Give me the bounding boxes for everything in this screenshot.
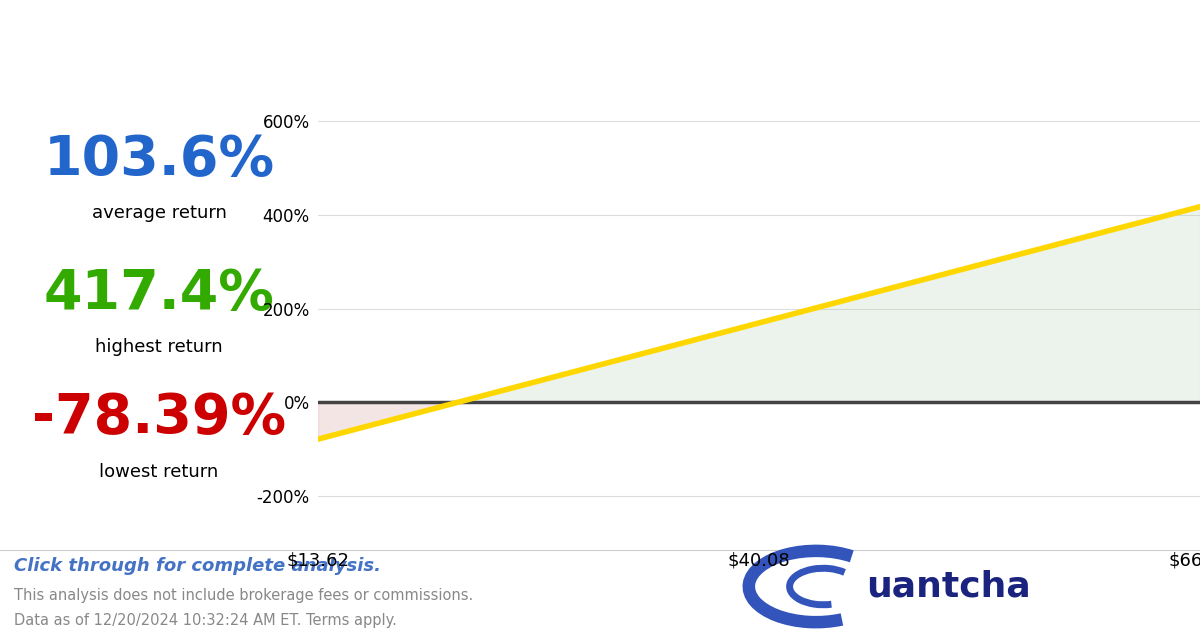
Text: Synthetic Long Stock analysis for $13.76-$65.88 model on 18-Jul-2025: Synthetic Long Stock analysis for $13.76…	[14, 49, 668, 72]
Text: highest return: highest return	[95, 338, 223, 356]
Text: This analysis does not include brokerage fees or commissions.: This analysis does not include brokerage…	[14, 588, 474, 604]
Text: Click through for complete analysis.: Click through for complete analysis.	[14, 557, 382, 575]
Text: uantcha: uantcha	[866, 570, 1031, 604]
Text: YIELDMAX MSTR OPTION INCOME STRATEGY ETF: YIELDMAX MSTR OPTION INCOME STRATEGY ETF	[14, 29, 1153, 71]
Text: average return: average return	[91, 205, 227, 222]
Text: 417.4%: 417.4%	[43, 266, 275, 321]
Text: -78.39%: -78.39%	[32, 391, 286, 445]
Text: 103.6%: 103.6%	[43, 133, 275, 187]
Text: lowest return: lowest return	[100, 463, 218, 481]
Text: Data as of 12/20/2024 10:32:24 AM ET. Terms apply.: Data as of 12/20/2024 10:32:24 AM ET. Te…	[14, 612, 397, 627]
